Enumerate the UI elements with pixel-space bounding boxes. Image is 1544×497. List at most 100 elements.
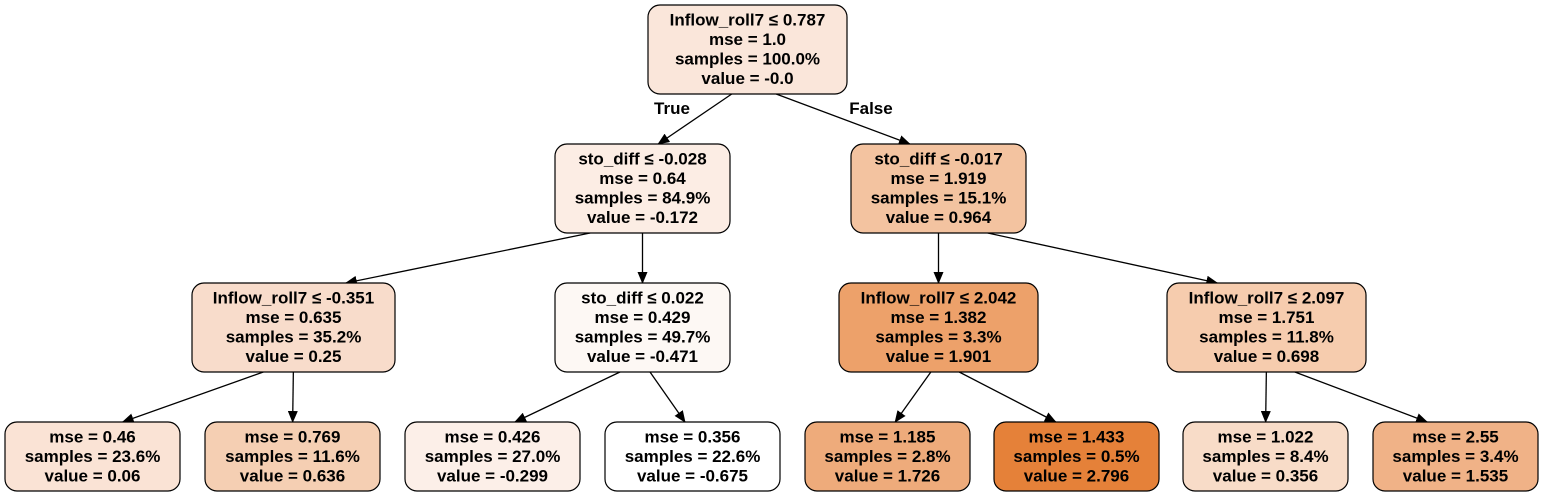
node-line: Inflow_roll7 ≤ 2.042 <box>861 289 1017 308</box>
edge-n0-n1 <box>657 93 733 145</box>
node-box <box>604 421 781 492</box>
node-line: sto_diff ≤ 0.022 <box>581 289 704 308</box>
node-box <box>554 143 731 234</box>
node-line: mse = 1.0 <box>709 30 786 49</box>
node-line: sto_diff ≤ -0.028 <box>578 150 706 169</box>
node-box <box>4 421 181 492</box>
node-line: samples = 11.6% <box>225 447 360 466</box>
edge-n3-n8 <box>287 371 298 423</box>
node-box <box>191 282 396 373</box>
node-line: samples = 11.8% <box>1199 328 1334 347</box>
node-line: value = -0.299 <box>437 466 548 485</box>
node-line: value = 0.698 <box>1214 347 1319 366</box>
node-line: mse = 0.429 <box>595 308 691 327</box>
node-line: value = 0.06 <box>45 466 141 485</box>
node-line: value = -0.0 <box>701 69 793 88</box>
node-line: samples = 23.6% <box>25 447 161 466</box>
edge-n4-n10 <box>649 371 686 423</box>
node-box <box>404 421 581 492</box>
edge-labels-layer: True False <box>654 99 893 118</box>
node-line: samples = 0.5% <box>1013 447 1139 466</box>
node-line: samples = 27.0% <box>425 447 561 466</box>
node-line: sto_diff ≤ -0.017 <box>874 150 1002 169</box>
node-line: samples = 35.2% <box>226 328 362 347</box>
node-line: Inflow_roll7 ≤ 0.787 <box>670 11 826 30</box>
false-edge-label: False <box>849 99 892 118</box>
node-line: mse = 0.635 <box>246 308 342 327</box>
edge-n5-n12 <box>958 371 1057 423</box>
node-line: value = 1.901 <box>886 347 991 366</box>
node-line: value = 0.964 <box>886 208 992 227</box>
edge-n6-n13 <box>1260 371 1271 423</box>
node-box <box>1372 421 1539 492</box>
node-box <box>850 143 1027 234</box>
node-box <box>647 4 848 95</box>
node-box <box>1166 282 1367 373</box>
node-line: samples = 3.3% <box>875 328 1001 347</box>
node-line: mse = 1.751 <box>1219 308 1315 327</box>
node-line: mse = 0.64 <box>599 169 686 188</box>
edge-n0-n2 <box>775 93 911 145</box>
node-line: value = 0.356 <box>1213 466 1318 485</box>
node-line: samples = 2.8% <box>824 447 950 466</box>
edge-n1-n3 <box>344 232 591 286</box>
node-line: value = -0.675 <box>637 466 748 485</box>
node-line: mse = 2.55 <box>1412 427 1499 446</box>
node-line: mse = 0.769 <box>245 427 341 446</box>
node-box <box>993 421 1160 492</box>
node-line: value = 1.726 <box>835 466 940 485</box>
node-line: samples = 100.0% <box>675 50 820 69</box>
node-box <box>838 282 1039 373</box>
node-line: value = 2.796 <box>1024 466 1129 485</box>
node-box <box>554 282 731 373</box>
node-line: samples = 8.4% <box>1202 447 1328 466</box>
edge-n4-n9 <box>514 371 621 423</box>
node-line: samples = 84.9% <box>575 189 711 208</box>
node-line: mse = 0.356 <box>645 427 741 446</box>
node-line: value = 0.636 <box>240 466 345 485</box>
node-line: mse = 1.185 <box>840 427 936 446</box>
node-box <box>804 421 971 492</box>
node-line: value = 1.535 <box>1403 466 1508 485</box>
node-line: mse = 0.46 <box>49 427 136 446</box>
edge-n6-n14 <box>1294 371 1429 423</box>
edge-n3-n7 <box>121 371 264 424</box>
node-line: value = -0.471 <box>587 347 698 366</box>
node-line: Inflow_roll7 ≤ -0.351 <box>213 289 374 308</box>
edge-n5-n11 <box>894 371 932 423</box>
node-line: mse = 1.382 <box>891 308 987 327</box>
node-box <box>204 421 381 492</box>
true-edge-label: True <box>654 99 690 118</box>
node-line: mse = 1.022 <box>1218 427 1314 446</box>
node-line: samples = 3.4% <box>1392 447 1518 466</box>
node-box <box>1182 421 1349 492</box>
node-line: samples = 15.1% <box>871 189 1007 208</box>
node-line: samples = 49.7% <box>575 328 711 347</box>
edges-layer <box>121 93 1429 424</box>
node-line: value = 0.25 <box>246 347 342 366</box>
node-line: Inflow_roll7 ≤ 2.097 <box>1189 289 1345 308</box>
node-line: samples = 22.6% <box>625 447 761 466</box>
node-line: mse = 1.919 <box>891 169 987 188</box>
node-line: mse = 1.433 <box>1029 427 1125 446</box>
node-line: mse = 0.426 <box>445 427 541 446</box>
edge-n2-n6 <box>987 232 1219 286</box>
node-line: value = -0.172 <box>587 208 698 227</box>
